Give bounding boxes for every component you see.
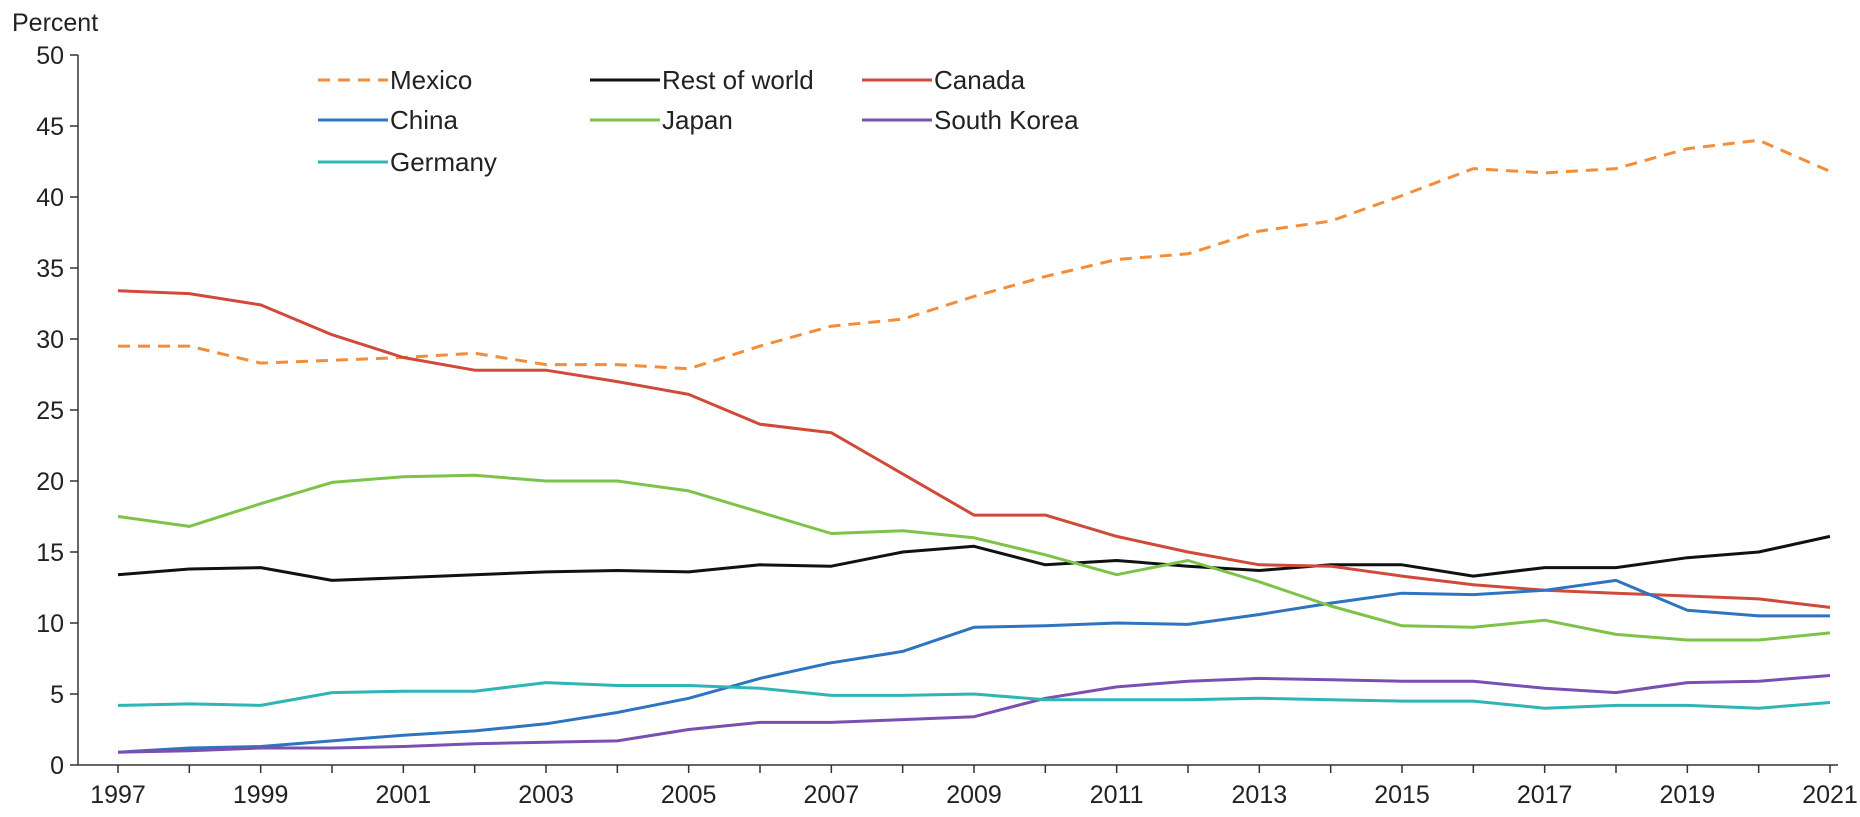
legend-label-mexico: Mexico <box>390 65 472 95</box>
x-tick-label: 2017 <box>1517 781 1573 809</box>
y-tick-label: 45 <box>36 113 64 141</box>
series-line-japan <box>117 473 1831 642</box>
x-tick-label: 1997 <box>90 781 146 809</box>
series-layer <box>117 138 1831 754</box>
y-tick-label: 25 <box>36 397 64 425</box>
legend: Mexico Rest of world Canada China Japan South… <box>318 65 1079 177</box>
series-line-mexico <box>118 138 1831 371</box>
x-tick-label: 2011 <box>1090 781 1144 809</box>
x-tick-label: 2021 <box>1802 781 1858 809</box>
y-tick-label: 35 <box>36 255 64 283</box>
x-tick-label: 2007 <box>804 781 860 809</box>
x-tick-label: 1999 <box>233 781 289 809</box>
y-tick-label: 50 <box>36 42 64 70</box>
y-tick-label: 20 <box>36 468 64 496</box>
y-tick-label: 40 <box>36 184 64 212</box>
series-line-germany <box>117 681 1831 710</box>
x-axis: 1997 1999 2001 2003 2005 2007 2009 2011 2013 2015… <box>78 764 1858 809</box>
x-tick-label: 2005 <box>661 781 717 809</box>
legend-label-canada: Canada <box>934 65 1026 95</box>
legend-label-china: China <box>390 105 458 135</box>
series-line-rest-of-world <box>117 534 1831 582</box>
y-tick-label: 15 <box>36 539 64 567</box>
legend-label-rest-of-world: Rest of world <box>662 65 814 95</box>
y-axis-title: Percent <box>12 9 98 37</box>
series-line-south-korea <box>117 674 1831 754</box>
y-axis: 0 5 10 15 20 25 30 35 40 45 50 <box>36 42 79 780</box>
legend-label-south-korea: South Korea <box>934 105 1079 135</box>
y-tick-label: 30 <box>36 326 64 354</box>
y-tick-label: 5 <box>50 681 64 709</box>
x-tick-label: 2009 <box>946 781 1002 809</box>
series-line-china <box>117 578 1830 754</box>
x-tick-label: 2013 <box>1232 781 1288 809</box>
x-tick-label: 2003 <box>518 781 574 809</box>
x-tick-label: 2001 <box>376 781 432 809</box>
series-line-canada <box>117 289 1831 609</box>
y-tick-label: 10 <box>36 610 64 638</box>
legend-label-germany: Germany <box>390 147 497 177</box>
x-tick-label: 2015 <box>1374 781 1430 809</box>
legend-label-japan: Japan <box>662 105 733 135</box>
y-tick-label: 0 <box>50 752 64 780</box>
x-tick-label: 2019 <box>1660 781 1716 809</box>
